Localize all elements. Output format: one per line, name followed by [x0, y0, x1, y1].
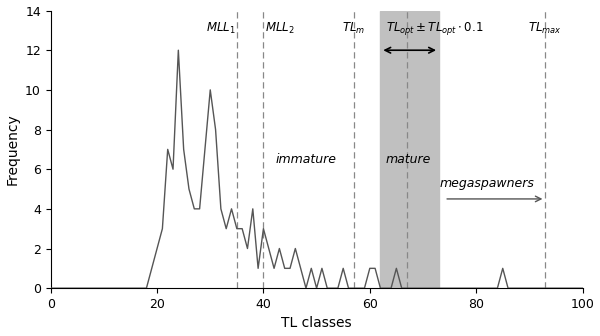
Y-axis label: Frequency: Frequency [5, 114, 20, 185]
Text: $MLL_1$: $MLL_1$ [206, 20, 235, 36]
Text: $TL_{opt}\pm TL_{opt}\cdot 0.1$: $TL_{opt}\pm TL_{opt}\cdot 0.1$ [386, 20, 483, 38]
X-axis label: TL classes: TL classes [281, 317, 352, 330]
Text: $MLL_2$: $MLL_2$ [265, 20, 295, 36]
Text: immature: immature [275, 153, 337, 166]
Text: $TL_m$: $TL_m$ [342, 20, 365, 36]
Bar [380, 10, 439, 288]
Text: $TL_{max}$: $TL_{max}$ [529, 20, 562, 36]
Text: mature: mature [386, 153, 431, 166]
Text: megaspawners: megaspawners [439, 177, 534, 190]
